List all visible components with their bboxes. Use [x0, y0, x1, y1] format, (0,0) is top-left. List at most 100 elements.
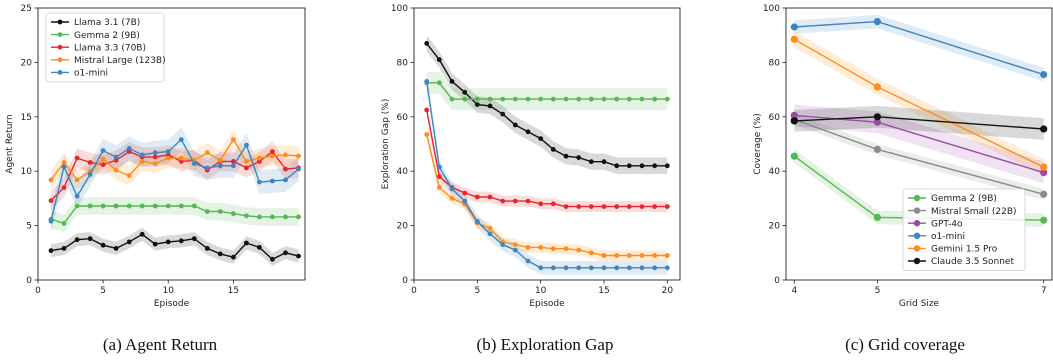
- data-point-orange-15: [601, 253, 607, 258]
- data-point-orange-16: [614, 253, 620, 258]
- data-point-orange-19: [652, 253, 658, 258]
- data-point-llama-3-1-7b-18: [270, 256, 275, 262]
- data-point-llama-3-1-7b-6: [113, 246, 119, 251]
- data-point-o1-mini-5: [100, 148, 106, 153]
- legend-label-o1-mini: o1-mini: [74, 69, 108, 79]
- data-point-llama-3-3-70b-4: [87, 160, 93, 165]
- data-point-blue-5: [474, 219, 480, 224]
- data-point-gemma-2-9b-4: [87, 203, 93, 209]
- data-point-o1-mini-3: [1040, 71, 1048, 79]
- data-point-blue-2: [436, 164, 442, 170]
- data-point-gemma-2-9b-9: [152, 203, 158, 209]
- data-point-black-18: [639, 163, 645, 169]
- data-point-blue-17: [626, 265, 632, 271]
- legend-label-mistral-large-123b: Mistral Large (123B): [74, 56, 166, 66]
- confidence-band-3-1: [794, 149, 1044, 227]
- data-point-black-4: [462, 89, 468, 95]
- data-point-mistral-large-123b-18: [270, 153, 275, 159]
- data-point-red-8: [512, 198, 518, 204]
- confidence-band-1-3: [51, 141, 299, 211]
- confidence-band-2-2: [426, 71, 668, 110]
- data-point-o1-mini-8: [139, 152, 145, 158]
- data-point-red-5: [474, 194, 480, 200]
- data-point-claude-3-5-sonnet-2: [873, 113, 882, 121]
- data-point-orange-3: [449, 196, 455, 201]
- data-point-o1-mini-6: [113, 154, 119, 160]
- data-point-gemini-1-5-pro-2: [873, 83, 882, 91]
- data-point-llama-3-1-7b-1: [48, 248, 54, 254]
- y-tick-label: 60: [397, 113, 409, 123]
- data-point-o1-mini-11: [178, 137, 184, 143]
- legend-label-llama-3-3-70b: Llama 3.3 (70B): [74, 43, 146, 53]
- data-point-green-10: [538, 96, 544, 102]
- data-point-orange-18: [639, 253, 645, 258]
- data-point-blue-16: [614, 265, 620, 271]
- data-point-green-18: [639, 96, 645, 102]
- data-point-orange-20: [664, 253, 670, 258]
- data-point-o1-mini-15: [231, 163, 236, 169]
- data-point-gemma-2-9b-2: [873, 213, 882, 221]
- data-point-o1-mini-14: [217, 163, 223, 169]
- data-point-llama-3-1-7b-10: [165, 239, 171, 245]
- data-point-green-13: [576, 96, 582, 102]
- data-point-gemma-2-9b-20: [296, 214, 301, 220]
- y-tick-label: 15: [21, 113, 32, 123]
- data-point-red-20: [664, 204, 670, 210]
- plot-frame: [413, 7, 681, 281]
- data-point-gemini-1-5-pro-3: [1040, 163, 1048, 171]
- data-point-black-9: [525, 129, 531, 135]
- data-point-green-5: [474, 96, 480, 102]
- data-point-mistral-large-123b-17: [257, 155, 262, 161]
- data-point-gemma-2-9b-1: [790, 152, 798, 160]
- legend-swatch-marker: [913, 245, 921, 252]
- legend-label-gemma-2-9b: Gemma 2 (9B): [931, 194, 997, 204]
- confidence-band-2-4: [426, 129, 668, 261]
- data-point-mistral-large-123b-19: [283, 152, 288, 158]
- confidence-band-3-2: [794, 114, 1044, 200]
- data-point-blue-1: [424, 79, 430, 84]
- legend-swatch-marker: [913, 220, 921, 227]
- data-point-gemma-2-9b-10: [165, 203, 171, 209]
- data-point-red-10: [538, 201, 544, 207]
- data-point-llama-3-1-7b-20: [296, 253, 301, 259]
- legend-label-mistral-small-22b: Mistral Small (22B): [931, 207, 1017, 217]
- data-point-o1-mini-18: [270, 178, 275, 184]
- data-point-red-19: [652, 204, 658, 210]
- data-point-llama-3-3-70b-16: [244, 165, 249, 171]
- data-point-red-9: [525, 198, 531, 204]
- data-point-green-7: [500, 96, 506, 102]
- legend-label-llama-3-1-7b: Llama 3.1 (7B): [74, 18, 140, 28]
- data-point-orange-17: [626, 253, 632, 258]
- data-point-o1-mini-4: [87, 172, 93, 177]
- data-point-black-11: [550, 147, 556, 152]
- data-point-llama-3-3-70b-11: [178, 159, 184, 164]
- legend-swatch-marker: [57, 70, 63, 75]
- data-point-green-8: [512, 96, 518, 102]
- data-point-llama-3-3-70b-19: [283, 166, 288, 172]
- legend: Gemma 2 (9B) Mistral Small (22B) GPT-4o o1-…: [902, 188, 1026, 271]
- data-point-gemma-2-9b-3: [1040, 216, 1048, 224]
- legend-label-gemini-1-5-pro: Gemini 1.5 Pro: [931, 245, 998, 255]
- chart-panel-1: 0 5 10 15 0 5 10 15 20 25 Episode Agent Return (a) A…: [5, 4, 306, 354]
- y-tick-label: 5: [26, 222, 32, 232]
- confidence-band-3-3: [794, 104, 1044, 184]
- confidence-band-1-2: [51, 197, 299, 233]
- legend-swatch-marker: [57, 57, 63, 63]
- y-tick-label: 100: [391, 4, 408, 14]
- data-point-green-6: [487, 96, 493, 102]
- data-point-mistral-small-22b-3: [1040, 190, 1048, 198]
- data-point-mistral-large-123b-7: [126, 173, 132, 179]
- data-point-orange-8: [512, 242, 518, 248]
- data-point-blue-13: [576, 265, 582, 271]
- data-point-blue-11: [550, 265, 556, 271]
- data-point-mistral-large-123b-16: [244, 159, 249, 164]
- data-point-black-15: [601, 159, 607, 165]
- data-point-blue-8: [512, 247, 518, 253]
- data-point-red-17: [626, 204, 632, 210]
- data-point-mistral-large-123b-6: [113, 167, 119, 173]
- data-point-blue-12: [563, 265, 569, 271]
- data-point-green-20: [664, 96, 670, 102]
- data-point-o1-mini-2: [61, 164, 67, 170]
- data-point-blue-18: [639, 265, 645, 271]
- legend-box: [902, 188, 1026, 271]
